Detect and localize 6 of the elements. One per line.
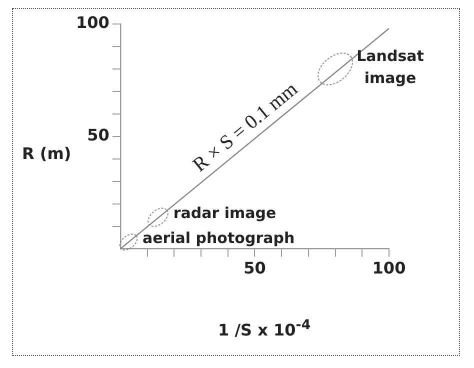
y-axis-title: R (m) (22, 144, 72, 163)
x-axis-title: 1 /S x 10$^{-4}$ (218, 318, 311, 340)
annotation: radar image (173, 204, 276, 222)
text: R × S = 0.1 mm (188, 78, 302, 176)
annotation: Landsat image (356, 46, 424, 87)
annotation: aerial photograph (142, 228, 295, 247)
